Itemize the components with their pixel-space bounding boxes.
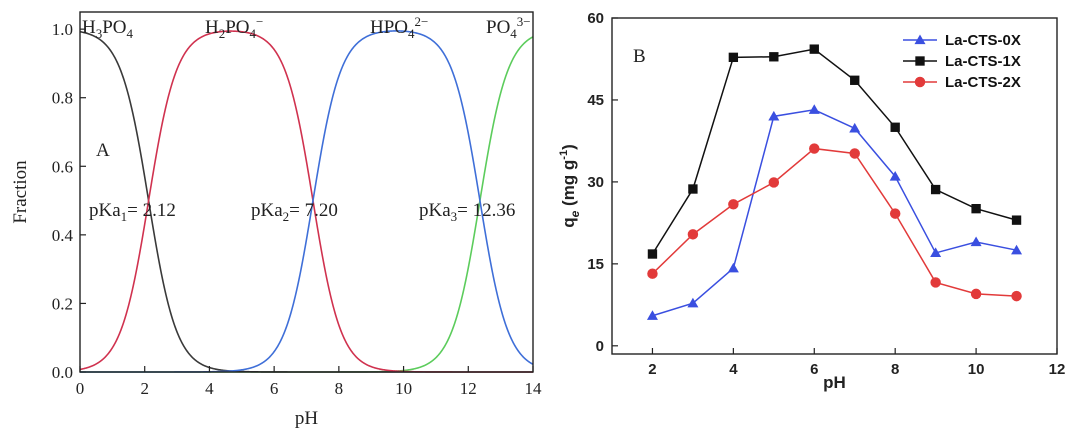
species-label-h2po4: H2PO4− (205, 14, 263, 41)
b-series (646, 44, 1023, 320)
b-y-tick-label: 0 (596, 338, 604, 355)
pka3-label: pKa3= 12.36 (419, 200, 515, 224)
point-la-cts-1x (769, 52, 779, 62)
a-panel-label: A (96, 140, 110, 161)
a-y-tick-label: 0.2 (52, 294, 73, 313)
legend-label-la-cts-1x: La-CTS-1X (945, 53, 1021, 70)
a-y-tick-label: 0.4 (52, 226, 74, 245)
b-ticks: 2 4 6 8 10 12 0 15 30 45 60 (587, 10, 1065, 378)
b-x-axis-label: pH (823, 373, 846, 392)
point-la-cts-1x (728, 52, 739, 63)
point-la-cts-1x (1011, 215, 1022, 225)
point-la-cts-1x (890, 122, 900, 132)
species-label-po4: PO43− (486, 14, 531, 41)
a-y-tick-label: 0.8 (52, 89, 73, 108)
pka1-label: pKa1= 2.12 (89, 200, 176, 224)
point-la-cts-1x (971, 203, 981, 214)
b-x-tick-label: 12 (1049, 361, 1066, 378)
series-line-la-cts-0x (652, 109, 1017, 317)
legend-marker-la-cts-0x (914, 34, 926, 45)
a-x-axis-label: pH (295, 408, 319, 429)
legend-marker-la-cts-1x (915, 56, 925, 66)
b-y-axis-label: qe (mg g-1) (558, 144, 582, 228)
b-plot-frame (611, 17, 1058, 355)
a-x-tick-label: 6 (270, 379, 279, 398)
point-la-cts-1x (688, 184, 698, 194)
point-la-cts-2x (768, 177, 780, 188)
point-la-cts-0x (768, 110, 780, 121)
a-x-tick-label: 12 (460, 379, 477, 398)
point-la-cts-0x (849, 122, 861, 133)
b-y-tick-label: 30 (587, 174, 604, 191)
point-la-cts-2x (728, 199, 739, 210)
b-x-tick-label: 2 (648, 361, 656, 378)
a-plot-frame (79, 11, 534, 373)
point-la-cts-0x (808, 104, 820, 114)
species-label-hpo4: HPO42− (370, 14, 428, 41)
a-ticks: 0 2 4 6 8 10 12 14 0.0 0.2 0.4 0.6 0.8 1.0 (52, 20, 542, 398)
b-legend: La-CTS-0X La-CTS-1X La-CTS-2X (903, 32, 1021, 91)
panel-a: 0 2 4 6 8 10 12 14 0.0 0.2 0.4 0.6 0.8 1.0 A pH Fract… (10, 11, 542, 429)
b-y-tick-label: 15 (587, 256, 604, 273)
point-la-cts-0x (970, 236, 982, 247)
point-la-cts-0x (727, 262, 739, 273)
point-la-cts-1x (850, 75, 860, 85)
a-x-tick-label: 2 (140, 379, 149, 398)
a-x-tick-label: 14 (525, 379, 543, 398)
point-la-cts-1x (930, 184, 941, 195)
legend-marker-la-cts-2x (914, 76, 926, 88)
point-la-cts-1x (809, 44, 819, 54)
b-x-tick-label: 10 (968, 361, 985, 378)
a-y-tick-label: 0.0 (52, 363, 73, 382)
series-line-la-cts-1x (651, 48, 1017, 255)
legend-label-la-cts-2x: La-CTS-2X (945, 74, 1021, 91)
point-la-cts-2x (809, 143, 820, 154)
point-la-cts-2x (930, 277, 941, 288)
a-y-tick-label: 0.6 (52, 157, 73, 176)
point-la-cts-2x (849, 148, 860, 159)
point-la-cts-0x (687, 297, 699, 308)
b-y-tick-label: 60 (587, 10, 604, 27)
a-x-tick-label: 4 (205, 379, 214, 398)
b-x-tick-label: 6 (810, 361, 818, 378)
species-label-h3po4: H3PO4 (82, 17, 134, 41)
b-y-tick-label: 45 (587, 92, 604, 109)
a-x-tick-label: 10 (395, 379, 412, 398)
point-la-cts-0x (1011, 244, 1023, 255)
series-line-la-cts-2x (651, 147, 1017, 297)
point-la-cts-2x (687, 229, 699, 240)
point-la-cts-2x (889, 208, 901, 219)
a-y-axis-label: Fraction (10, 160, 31, 224)
b-x-tick-label: 8 (891, 361, 899, 378)
point-la-cts-2x (1011, 290, 1022, 302)
point-la-cts-0x (646, 310, 658, 320)
point-la-cts-2x (970, 288, 982, 300)
point-la-cts-2x (647, 268, 658, 279)
pka2-label: pKa2= 7.20 (251, 200, 338, 224)
a-x-tick-label: 0 (76, 379, 85, 398)
point-la-cts-0x (889, 170, 901, 181)
b-x-tick-label: 4 (729, 361, 738, 378)
a-y-tick-label: 1.0 (52, 20, 73, 39)
b-panel-label: B (633, 46, 646, 67)
point-la-cts-1x (647, 249, 658, 259)
point-la-cts-0x (930, 247, 942, 258)
legend-label-la-cts-0x: La-CTS-0X (945, 32, 1021, 49)
a-x-tick-label: 8 (335, 379, 344, 398)
